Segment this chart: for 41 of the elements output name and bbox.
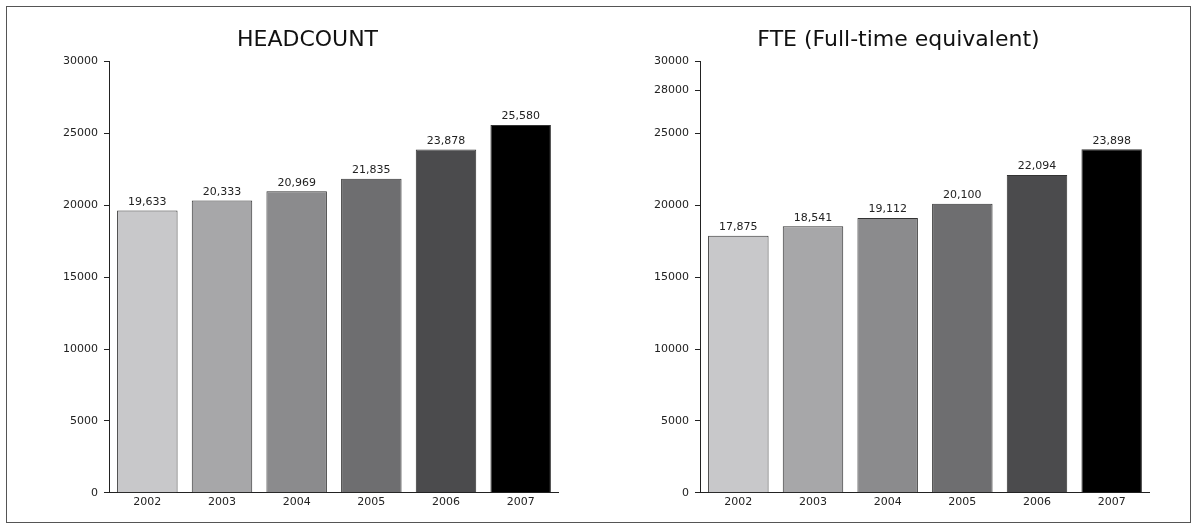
y-tick-label: 0: [90, 485, 98, 499]
y-tick-label: 20000: [653, 198, 689, 212]
chart-title: HEADCOUNT: [236, 25, 379, 51]
x-tick-label: 2002: [133, 495, 162, 509]
y-tick-label: 10000: [653, 341, 689, 355]
y-tick-label: 30000: [62, 54, 98, 68]
data-label: 23,898: [1092, 133, 1131, 147]
y-tick-label: 5000: [660, 413, 689, 427]
y-tick-label: 25000: [62, 126, 98, 140]
data-label: 25,580: [501, 109, 540, 123]
data-label: 20,969: [277, 175, 316, 189]
data-label: 22,094: [1017, 159, 1057, 173]
data-label: 19,112: [868, 202, 907, 216]
x-tick-label: 2006: [1023, 495, 1051, 509]
data-label: 19,633: [128, 194, 167, 208]
y-tick-label: 28000: [653, 83, 689, 97]
data-label: 20,100: [943, 188, 982, 202]
x-tick-label: 2003: [207, 495, 236, 509]
chart-title: FTE (Full-time equivalent): [757, 25, 1040, 51]
data-label: 17,875: [719, 220, 758, 234]
x-tick-label: 2005: [357, 495, 386, 509]
x-tick-label: 2006: [432, 495, 460, 509]
data-label: 21,835: [352, 163, 391, 177]
y-tick-label: 25000: [653, 126, 689, 140]
x-tick-label: 2003: [798, 495, 827, 509]
x-tick-label: 2007: [506, 495, 535, 509]
y-tick-label: 0: [681, 485, 689, 499]
x-tick-label: 2002: [724, 495, 753, 509]
data-label: 18,541: [793, 210, 833, 224]
y-tick-label: 15000: [653, 269, 689, 283]
x-tick-label: 2004: [282, 495, 311, 509]
y-tick-label: 20000: [62, 198, 98, 212]
x-tick-label: 2005: [948, 495, 977, 509]
y-tick-label: 5000: [69, 413, 98, 427]
y-tick-label: 10000: [62, 341, 98, 355]
data-label: 20,333: [202, 184, 242, 198]
x-tick-label: 2007: [1097, 495, 1126, 509]
data-label: 23,878: [426, 133, 466, 147]
y-tick-label: 30000: [653, 54, 689, 68]
y-tick-label: 15000: [62, 269, 98, 283]
x-tick-label: 2004: [873, 495, 902, 509]
